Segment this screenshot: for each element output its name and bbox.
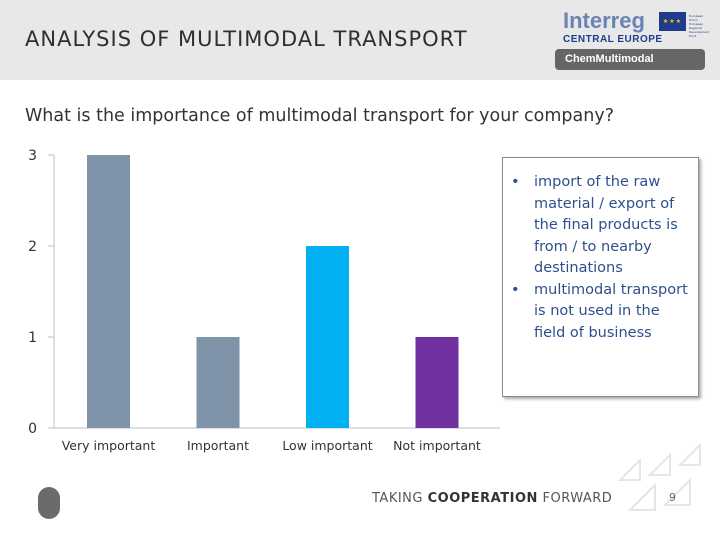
eu-flag-icon: ★★★ (659, 12, 686, 31)
y-tick-label: 1 (28, 330, 37, 346)
footer-logo-icon (38, 487, 60, 519)
y-tick-label: 3 (28, 148, 37, 164)
project-badge: ChemMultimodal (555, 49, 705, 70)
x-tick-label: Not important (393, 438, 481, 453)
bar-not-important (415, 337, 459, 428)
bullet-icon: • (511, 281, 520, 298)
note-item: • import of the raw material / export of … (511, 172, 690, 280)
bullet-icon: • (511, 174, 520, 190)
bar-very-important (87, 155, 130, 428)
page-number: 9 (669, 491, 676, 504)
decorative-arrows-icon (617, 442, 701, 511)
tagline-suffix: FORWARD (542, 491, 613, 506)
bar-important (196, 337, 240, 428)
x-tick-label: Low important (282, 438, 372, 453)
note-item-text: multimodal transport is not used in the … (534, 281, 688, 341)
note-box: • import of the raw material / export of … (502, 157, 699, 397)
tagline-prefix: TAKING (372, 491, 423, 506)
logo-region: CENTRAL EUROPE (563, 34, 663, 45)
y-tick-label: 2 (28, 239, 37, 255)
interreg-logo: Interreg ★★★ European Union European Reg… (555, 8, 710, 70)
tagline-bold: COOPERATION (427, 491, 538, 506)
y-tick-label: 0 (28, 421, 37, 437)
chart-question: What is the importance of multimodal tra… (25, 106, 614, 126)
x-tick-label: Very important (62, 438, 156, 453)
footer-tagline: TAKING COOPERATION FORWARD (372, 491, 612, 506)
x-tick-label: Important (187, 438, 249, 453)
bar-low-important (306, 246, 349, 428)
header-bar: ANALYSIS OF MULTIMODAL TRANSPORT Interre… (0, 0, 720, 80)
logo-wordmark: Interreg (563, 8, 645, 33)
bars (87, 155, 459, 428)
page-title: ANALYSIS OF MULTIMODAL TRANSPORT (25, 27, 468, 51)
note-item: • multimodal transport is not used in the… (511, 280, 690, 345)
note-item-text: import of the raw material / export of t… (534, 174, 678, 276)
logo-eu-text: European Union European Regional Develop… (689, 14, 710, 38)
x-axis-labels: Very important Important Low important Not … (62, 438, 481, 453)
